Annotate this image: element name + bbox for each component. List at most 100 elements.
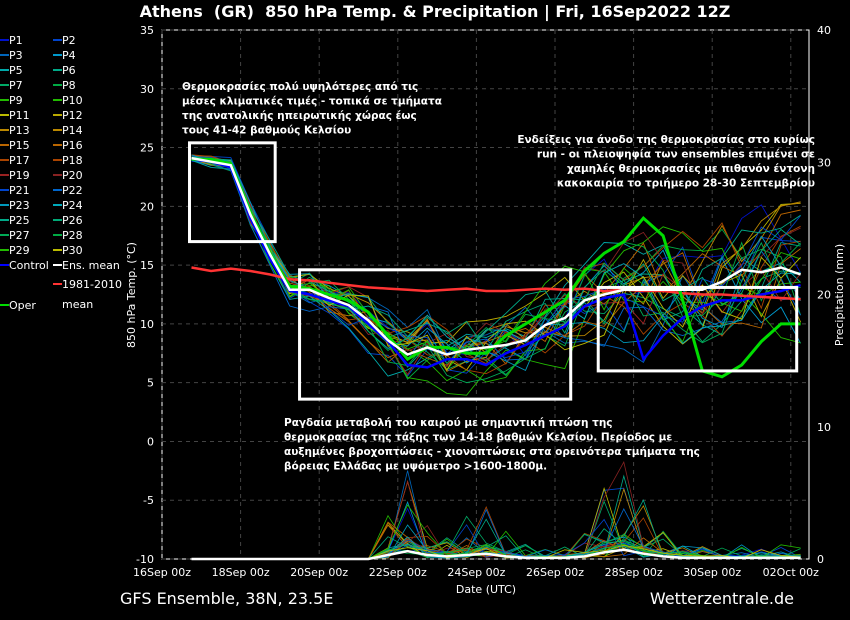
y-tick-label: 30 xyxy=(140,83,154,96)
highlight-box xyxy=(188,141,277,244)
member-line-P23 xyxy=(191,154,801,372)
y-tick-label: -10 xyxy=(136,553,154,566)
annotation-text: χαμηλές θερμοκρασίες με πιθανόν έντονη xyxy=(567,163,815,175)
y-axis-label: 850 hPa Temp. (°C) xyxy=(125,242,138,348)
legend-label-P29: P29 xyxy=(9,244,30,257)
chart-title: Athens (GR) 850 hPa Temp. & Precipitatio… xyxy=(140,2,731,22)
y2-tick-label: 40 xyxy=(817,24,831,37)
legend-label-P12: P12 xyxy=(62,109,83,122)
member-line-P24 xyxy=(191,159,801,350)
annotation-boxes xyxy=(188,141,799,401)
member-line-P4 xyxy=(191,159,801,360)
legend-label-P9: P9 xyxy=(9,94,23,107)
legend-label-P16: P16 xyxy=(62,139,83,152)
annotations: Θερμοκρασίες πολύ υψηλότερες από τις μέσε… xyxy=(182,81,815,473)
x-tick-label: 28Sep 00z xyxy=(605,566,663,579)
legend-label-P22: P22 xyxy=(62,184,83,197)
legend-label-P7: P7 xyxy=(9,79,23,92)
x-tick-label: 20Sep 00z xyxy=(290,566,348,579)
legend-label-P23: P23 xyxy=(9,199,30,212)
highlight-box xyxy=(298,268,573,401)
footer-model: GFS Ensemble, 38N, 23.5E xyxy=(120,589,333,608)
member-line-P3 xyxy=(191,159,801,364)
x-axis-label: Date (UTC) xyxy=(456,583,516,596)
legend-label-P30: P30 xyxy=(62,244,83,257)
series-line-control xyxy=(191,158,801,369)
annotation-text: Θερμοκρασίες πολύ υψηλότερες από τις xyxy=(182,81,418,93)
y-tick-label: 10 xyxy=(140,318,154,331)
main-lines xyxy=(191,156,802,379)
member-line-P11 xyxy=(191,154,801,371)
x-tick-label: 30Sep 00z xyxy=(683,566,741,579)
legend-label-P15: P15 xyxy=(9,139,30,152)
legend-label-P24: P24 xyxy=(62,199,83,212)
y2-axis-label: Precipitation (mm) xyxy=(833,244,846,346)
precip-lines xyxy=(191,461,801,561)
legend-label-P20: P20 xyxy=(62,169,83,182)
y2-tick-label: 0 xyxy=(817,553,824,566)
legend-label-P11: P11 xyxy=(9,109,30,122)
legend-label-P17: P17 xyxy=(9,154,30,167)
legend-label-oper: Oper xyxy=(9,299,36,312)
legend-label-P4: P4 xyxy=(62,49,76,62)
legend-label-P13: P13 xyxy=(9,124,30,137)
legend-label-control: Control xyxy=(9,259,49,272)
member-line-P25 xyxy=(191,156,801,353)
legend-label-P5: P5 xyxy=(9,64,23,77)
member-lines xyxy=(191,154,802,396)
annotation-text: της ανατολικής ηπειρωτικής χώρας έως xyxy=(182,110,417,122)
member-line-P28 xyxy=(191,156,801,367)
legend-label-ens_mean: Ens. mean xyxy=(62,259,120,272)
member-precip-P20 xyxy=(191,461,801,560)
annotation-text: μέσες κλιματικές τιμές - τοπικά σε τμήμα… xyxy=(182,96,442,108)
legend-label-P21: P21 xyxy=(9,184,30,197)
member-line-P20 xyxy=(191,156,801,368)
y-tick-label: 5 xyxy=(147,377,154,390)
annotation-text: run - οι πλειοψηφία των ensembles επιμέν… xyxy=(537,149,815,161)
legend-label-P27: P27 xyxy=(9,229,30,242)
x-tick-label: 24Sep 00z xyxy=(447,566,505,579)
legend-label-clim_line1: 1981-2010 xyxy=(62,278,122,291)
legend-label-P14: P14 xyxy=(62,124,83,137)
annotation-text: βόρειας Ελλάδας με υψόμετρο >1600-1800μ. xyxy=(284,461,547,473)
x-tick-label: 02Oct 00z xyxy=(763,566,820,579)
legend-label-P19: P19 xyxy=(9,169,30,182)
annotation-text: τους 41-42 βαθμούς Κελσίου xyxy=(182,125,351,137)
y-tick-label: 0 xyxy=(147,435,154,448)
x-tick-label: 26Sep 00z xyxy=(526,566,584,579)
legend-label-P6: P6 xyxy=(62,64,76,77)
legend-label-P18: P18 xyxy=(62,154,83,167)
annotation-text: αυξημένες βροχοπτώσεις - χιονοπτώσεις στ… xyxy=(284,446,700,458)
legend-label-P3: P3 xyxy=(9,49,23,62)
annotation-text: θερμοκρασίας της τάξης των 14-18 βαθμών … xyxy=(284,432,672,444)
y2-tick-label: 30 xyxy=(817,156,831,169)
member-line-P18 xyxy=(191,155,801,375)
member-precip-P6 xyxy=(191,474,801,560)
y2-tick-label: 10 xyxy=(817,421,831,434)
y-tick-label: 25 xyxy=(140,142,154,155)
legend: P1 P2 P3 P4 P5 P6 P7 P8 P9 P10 P11 P12 P13 P14 P15 P16 P… xyxy=(0,34,122,312)
y2-axis-ticks: 40 30 20 10 0 xyxy=(817,24,831,566)
legend-label-P26: P26 xyxy=(62,214,83,227)
legend-label-clim-line2: mean xyxy=(62,298,93,311)
footer-site[interactable]: Wetterzentrale.de xyxy=(650,589,794,608)
x-tick-label: 22Sep 00z xyxy=(369,566,427,579)
x-axis-ticks: 16Sep 00z 18Sep 00z 20Sep 00z 22Sep 00z 24Se… xyxy=(133,566,819,579)
legend-label-P25: P25 xyxy=(9,214,30,227)
member-precip-P3 xyxy=(191,470,801,560)
annotation-text: κακοκαιρία το τριήμερο 28-30 Σεπτεμβρίου xyxy=(557,178,815,190)
precip-ens-mean-line xyxy=(191,548,801,561)
series-line-ens-mean xyxy=(191,156,802,356)
y-tick-label: 15 xyxy=(140,259,154,272)
legend-label-P1: P1 xyxy=(9,34,23,47)
y-axis-ticks: 35 30 25 20 15 10 5 0 -5 -10 xyxy=(136,24,154,566)
y-tick-label: -5 xyxy=(143,494,154,507)
y-tick-label: 35 xyxy=(140,24,154,37)
legend-label-P2: P2 xyxy=(62,34,76,47)
x-tick-label: 16Sep 00z xyxy=(133,566,191,579)
series-line-oper xyxy=(191,157,801,379)
x-tick-label: 18Sep 00z xyxy=(212,566,270,579)
y-tick-label: 20 xyxy=(140,200,154,213)
y2-tick-label: 20 xyxy=(817,289,831,302)
